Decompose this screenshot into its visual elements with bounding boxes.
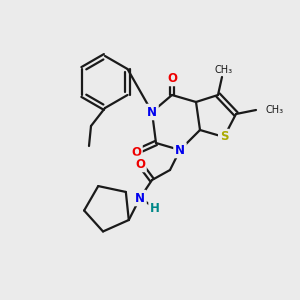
Text: O: O bbox=[131, 146, 141, 158]
Text: S: S bbox=[220, 130, 228, 143]
Text: H: H bbox=[150, 202, 160, 214]
Text: N: N bbox=[147, 106, 157, 118]
Text: N: N bbox=[135, 191, 145, 205]
Text: O: O bbox=[135, 158, 145, 170]
Text: O: O bbox=[167, 71, 177, 85]
Text: N: N bbox=[175, 143, 185, 157]
Text: CH₃: CH₃ bbox=[215, 65, 233, 75]
Text: CH₃: CH₃ bbox=[266, 105, 284, 115]
